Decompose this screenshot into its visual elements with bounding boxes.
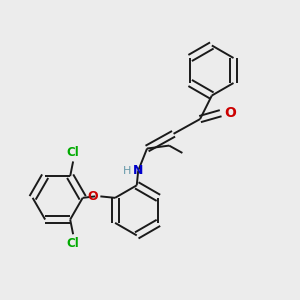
Text: O: O <box>224 106 236 120</box>
Text: N: N <box>133 164 143 177</box>
Text: Cl: Cl <box>67 237 80 250</box>
Text: O: O <box>87 190 98 203</box>
Text: Cl: Cl <box>67 146 80 158</box>
Text: H: H <box>123 166 132 176</box>
